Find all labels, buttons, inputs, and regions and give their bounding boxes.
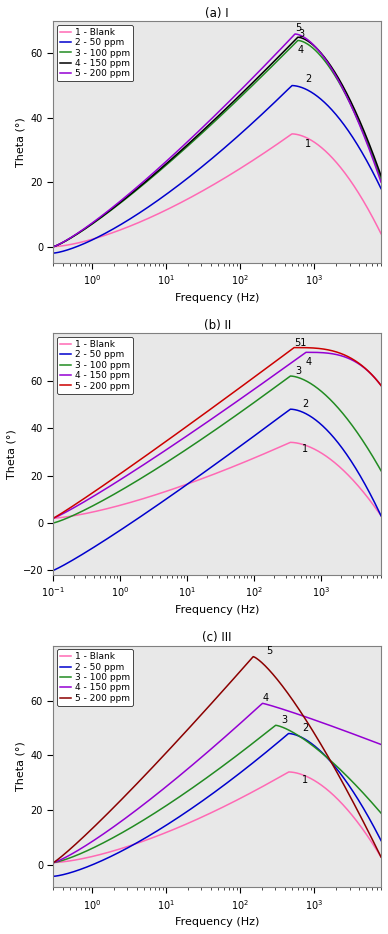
Text: 1: 1 — [302, 775, 308, 785]
Text: 4: 4 — [306, 357, 312, 367]
Title: (a) I: (a) I — [205, 7, 229, 20]
Title: (b) II: (b) II — [204, 319, 231, 333]
Text: 1: 1 — [305, 138, 311, 149]
X-axis label: Frequency (Hz): Frequency (Hz) — [175, 917, 260, 927]
Text: 51: 51 — [294, 338, 307, 347]
Text: 4: 4 — [263, 693, 268, 702]
X-axis label: Frequency (Hz): Frequency (Hz) — [175, 605, 260, 615]
Title: (c) III: (c) III — [203, 631, 232, 644]
Text: 2: 2 — [305, 74, 311, 84]
Text: 4: 4 — [298, 45, 304, 55]
Text: 3: 3 — [296, 366, 302, 376]
Legend: 1 - Blank, 2 - 50 ppm, 3 - 100 ppm, 4 - 150 ppm, 5 - 200 ppm: 1 - Blank, 2 - 50 ppm, 3 - 100 ppm, 4 - … — [57, 337, 133, 394]
Y-axis label: Theta (°): Theta (°) — [15, 117, 25, 167]
Legend: 1 - Blank, 2 - 50 ppm, 3 - 100 ppm, 4 - 150 ppm, 5 - 200 ppm: 1 - Blank, 2 - 50 ppm, 3 - 100 ppm, 4 - … — [57, 649, 133, 706]
Text: 5: 5 — [267, 646, 273, 657]
Text: 3: 3 — [298, 29, 304, 39]
Text: 1: 1 — [302, 445, 308, 455]
Text: 2: 2 — [302, 723, 308, 733]
Y-axis label: Theta (°): Theta (°) — [7, 430, 17, 479]
Y-axis label: Theta (°): Theta (°) — [15, 742, 25, 791]
Legend: 1 - Blank, 2 - 50 ppm, 3 - 100 ppm, 4 - 150 ppm, 5 - 200 ppm: 1 - Blank, 2 - 50 ppm, 3 - 100 ppm, 4 - … — [57, 24, 133, 81]
Text: 5: 5 — [295, 22, 301, 33]
Text: 2: 2 — [302, 400, 308, 409]
X-axis label: Frequency (Hz): Frequency (Hz) — [175, 292, 260, 303]
Text: 3: 3 — [282, 715, 288, 725]
